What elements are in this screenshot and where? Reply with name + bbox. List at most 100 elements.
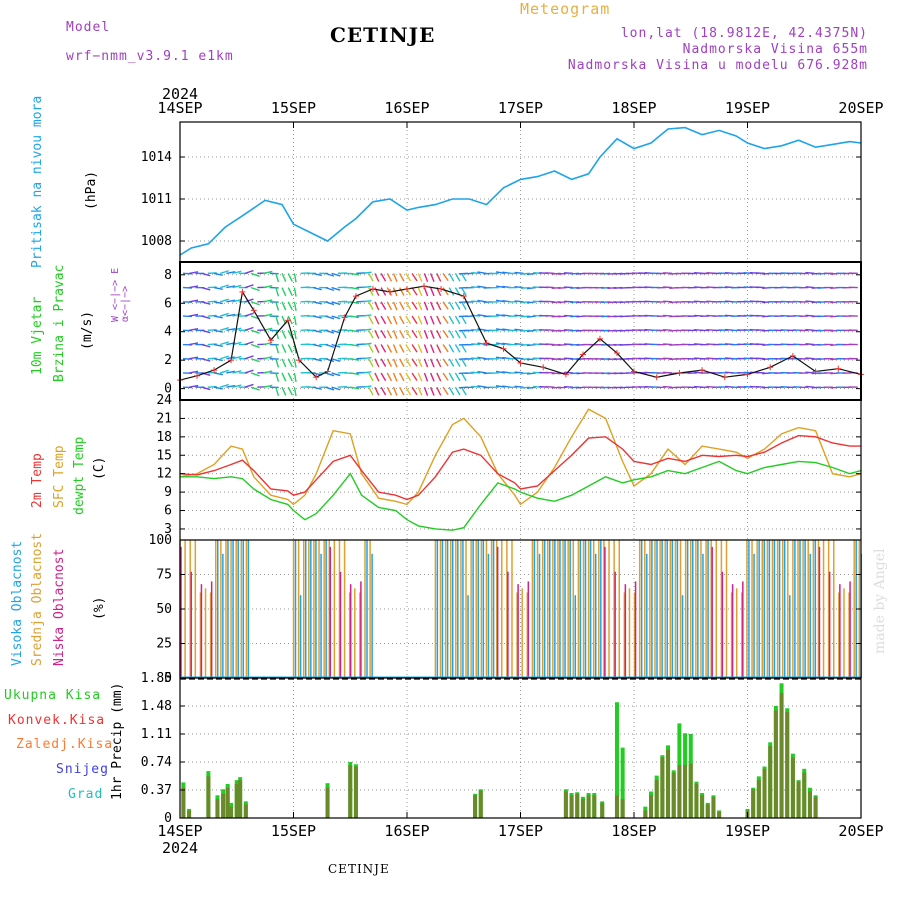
- wind-arrow: [520, 358, 530, 361]
- wind-arrow: [386, 273, 393, 282]
- precip-tick-label: 0: [164, 811, 172, 826]
- wind-arrow: [325, 372, 335, 377]
- wind-arrow: [325, 301, 335, 306]
- wind-arrow: [520, 343, 530, 346]
- wind-arrow: [232, 384, 242, 388]
- pressure-tick-label: 1011: [141, 192, 172, 207]
- temp-tick-label: 12: [156, 467, 172, 482]
- precip-bar-conv: [243, 804, 248, 818]
- precip-bar-total: [620, 747, 625, 818]
- wind-arrow: [331, 301, 341, 306]
- precip-bar-conv: [654, 780, 659, 818]
- wind-arrow: [207, 314, 217, 317]
- wind-arrow: [380, 372, 387, 382]
- wind-arrow: [411, 344, 418, 353]
- wind-arrow: [263, 270, 273, 275]
- wind-arrow: [281, 386, 287, 396]
- wind-arrow: [399, 315, 405, 325]
- precip-bar-conv: [478, 790, 483, 818]
- temp-tick-label: 15: [156, 448, 172, 463]
- wind-tick-label: 6: [164, 296, 172, 311]
- wind-arrow: [232, 313, 242, 317]
- wind-arrow: [460, 358, 467, 367]
- wind-arrow: [368, 273, 374, 282]
- wind-arrow: [514, 314, 524, 317]
- wind-arrow: [411, 315, 418, 324]
- precip-bar-conv: [779, 693, 784, 818]
- cloud-tick-label: 25: [156, 637, 172, 652]
- wind-arrow: [417, 315, 423, 325]
- wind-arrow: [189, 313, 199, 317]
- wind-arrow: [293, 358, 297, 368]
- precip-tick-label: 1.48: [141, 699, 172, 714]
- wind-arrow: [331, 272, 341, 277]
- wind-arrow: [312, 286, 322, 291]
- wind-arrow: [471, 357, 481, 360]
- wind-arrow: [514, 342, 524, 346]
- wind-arrow: [429, 344, 435, 354]
- wind-arrow: [405, 344, 412, 353]
- wind-arrow: [312, 301, 322, 305]
- wind-arrow: [201, 286, 211, 291]
- wind-arrow: [213, 301, 223, 305]
- wind-arrow: [275, 287, 280, 297]
- precip-bar-conv: [215, 799, 220, 818]
- wind-arrow: [436, 372, 442, 382]
- wind-arrow: [287, 386, 293, 396]
- wind-arrow: [244, 312, 254, 317]
- x-tick-label-top: 16SEP: [384, 99, 429, 117]
- wind-arrow: [281, 344, 287, 354]
- wind-arrow: [454, 386, 461, 396]
- wind-arrow: [287, 329, 293, 339]
- wind-arrow: [392, 273, 398, 282]
- wind-arrow: [232, 355, 242, 360]
- wind-arrow: [244, 298, 254, 303]
- wind-arrow: [226, 285, 236, 289]
- x-tick-label-bottom: 15SEP: [271, 822, 316, 840]
- wind-arrow: [380, 329, 387, 339]
- wind-arrow: [331, 358, 341, 362]
- wind-arrow: [374, 301, 380, 311]
- wind-arrow: [442, 315, 449, 324]
- wind-arrow: [226, 299, 236, 303]
- dewpt-line: [180, 460, 862, 531]
- wind-arrow: [189, 342, 199, 346]
- wind-arrow: [417, 301, 423, 311]
- wind-arrow: [213, 329, 223, 333]
- wind-arrow: [219, 312, 229, 317]
- wind-arrow: [368, 301, 374, 311]
- wind-arrow: [399, 287, 405, 296]
- wind-arrow: [189, 384, 199, 388]
- x-tick-label-top: 18SEP: [611, 99, 656, 117]
- wind-arrow: [368, 315, 374, 325]
- precip-bar-conv: [586, 795, 591, 818]
- wind-arrow: [399, 329, 405, 339]
- wind-arrow: [514, 371, 524, 374]
- wind-arrow: [545, 272, 555, 275]
- precip-bar-conv: [683, 765, 688, 818]
- legend-hail: Grad: [68, 787, 104, 802]
- wind-arrow: [495, 285, 506, 289]
- wind-arrow: [331, 315, 341, 320]
- wind-arrow: [399, 358, 405, 367]
- wind-arrow: [545, 300, 555, 303]
- wind-arrow: [417, 358, 423, 368]
- wind-arrow: [454, 329, 461, 339]
- wind-arrow: [207, 286, 217, 289]
- wind-arrow: [392, 358, 398, 368]
- wind-arrow: [350, 329, 360, 333]
- wind-arrow: [244, 383, 254, 388]
- wind-arrow: [219, 298, 229, 303]
- pressure-line: [179, 126, 862, 256]
- wind-arrow: [411, 287, 418, 296]
- model-elevation-label: Nadmorska Visina u modelu 676.928m: [567, 58, 868, 73]
- wind-arrow: [207, 272, 217, 275]
- wind-arrow: [219, 284, 229, 289]
- wind-arrow: [362, 342, 372, 346]
- wind-arrow: [325, 358, 335, 363]
- wind-arrow: [471, 286, 481, 289]
- wind-arrow: [263, 356, 273, 360]
- wind-arrow: [213, 343, 223, 347]
- wind-arrow: [423, 372, 429, 382]
- wind-arrow: [213, 286, 223, 291]
